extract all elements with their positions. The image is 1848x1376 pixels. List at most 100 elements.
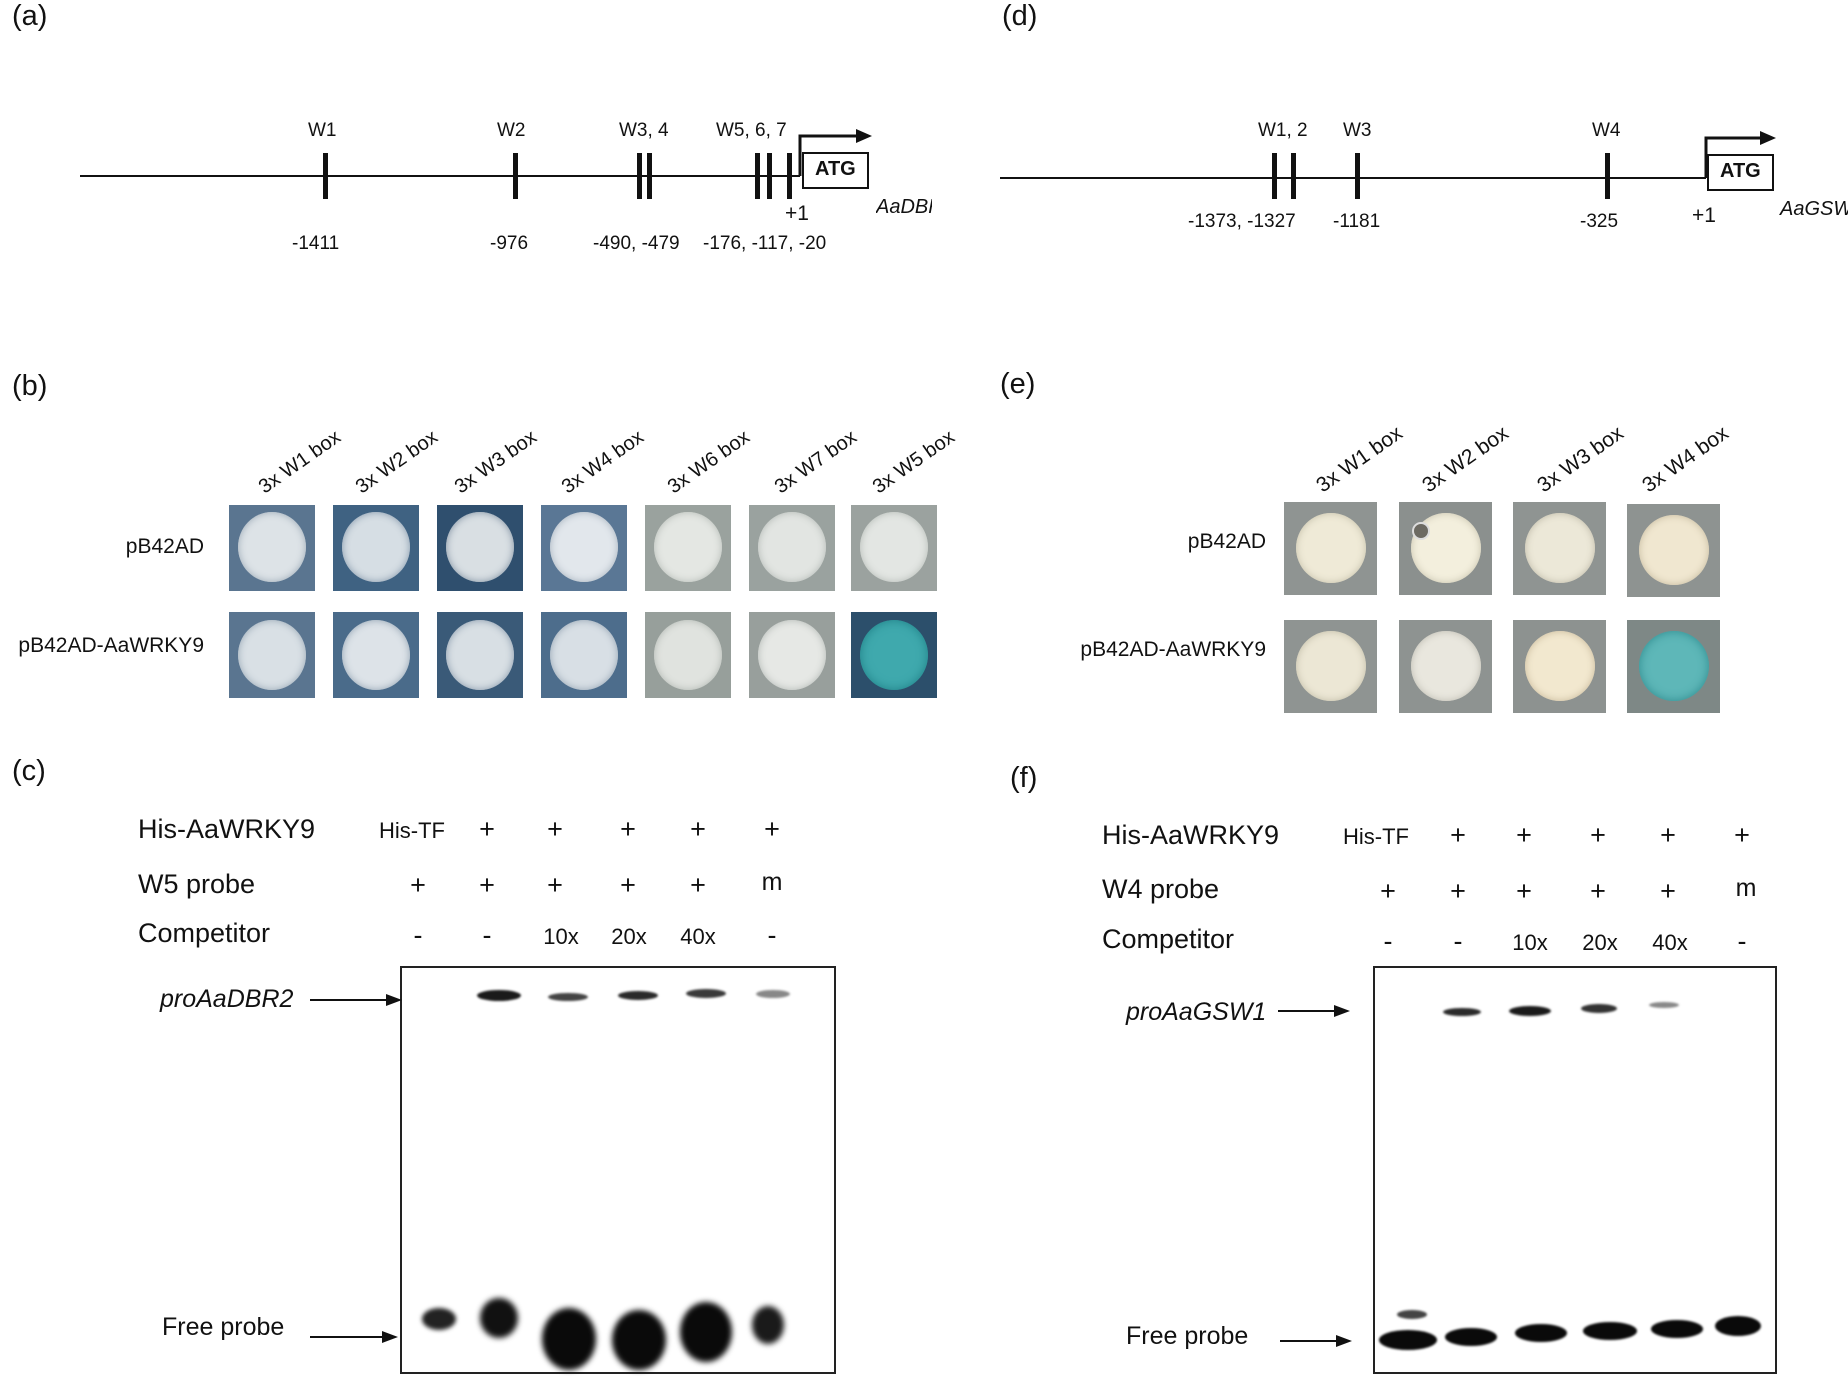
colony [1639,515,1709,585]
site-label-d-w1-2: W1, 2 [1258,120,1308,141]
position-label-1373-1327: -1373, -1327 [1188,211,1296,232]
free-probe-band [752,1306,784,1344]
lane-f-2-probe: + [1450,876,1466,906]
site-mark-w6 [767,153,772,199]
site-label-d-w3: W3 [1343,120,1372,141]
column-label-e-w1: 3x W1 box [1312,421,1407,498]
lane-f-6-probe: m [1735,874,1757,902]
lane-f-1-competitor: - [1383,926,1393,956]
lane-f-3-probe: + [1516,876,1532,906]
gel-f [1373,966,1777,1374]
complex-band [548,993,588,1001]
lane-c-6-protein: + [764,814,780,844]
complex-label-f: proAaGSW1 [1126,998,1267,1026]
plate-b-r2-c2 [333,612,419,698]
lane-c-2-probe: + [479,870,495,900]
plate-b-r2-c1 [229,612,315,698]
bubble [1412,522,1430,540]
column-label-w1: 3x W1 box [254,425,345,499]
colony-positive [1639,631,1709,701]
colony [1525,631,1595,701]
lane-c-5-protein: + [690,814,706,844]
plate-e-r1-c2 [1399,502,1492,595]
gene-label-a: AaDBR2 [876,196,932,218]
panel-label-d: (d) [1002,0,1038,32]
plate-e-r2-c1 [1284,620,1377,713]
column-label-w3: 3x W3 box [450,425,541,499]
plate-e-r1-c3 [1513,502,1606,595]
free-probe-band [1445,1328,1497,1346]
site-mark-w2 [513,153,518,199]
position-label-1411: -1411 [292,233,340,254]
lane-f-5-competitor: 40x [1652,930,1688,955]
lane-c-6-competitor: - [767,920,777,950]
column-label-e-w2: 3x W2 box [1418,421,1513,498]
tss-label-d: +1 [1692,204,1716,227]
free-probe-band [680,1302,732,1362]
colony [446,512,514,582]
complex-arrow-f [1278,1005,1350,1017]
plate-b-r2-c5 [645,612,731,698]
lane-c-2-competitor: - [482,920,492,950]
colony [446,620,514,690]
colony [342,512,410,582]
lane-f-1-probe: + [1380,876,1396,906]
plate-e-r2-c3 [1513,620,1606,713]
free-probe-band [612,1310,666,1370]
site-mark-w1 [323,153,328,199]
site-label-w3-4: W3, 4 [619,120,669,141]
site-label-w5-6-7: W5, 6, 7 [716,120,787,141]
lane-c-1-protein: His-TF [379,818,445,843]
lane-f-4-protein: + [1590,820,1606,850]
lane-c-6-probe: m [761,868,783,896]
free-probe-band [1583,1322,1637,1340]
plate-b-r2-c4 [541,612,627,698]
gel-c [400,966,836,1374]
panel-label-e: (e) [1000,368,1036,400]
free-probe-band [480,1298,518,1338]
colony [550,620,618,690]
complex-band [686,989,726,998]
plate-b-r1-c6 [749,505,835,591]
lane-c-3-probe: + [547,870,563,900]
column-label-w4: 3x W4 box [557,425,648,499]
lane-f-3-competitor: 10x [1512,930,1548,955]
lane-c-5-probe: + [690,870,706,900]
lane-f-6-protein: + [1734,820,1750,850]
complex-band [756,990,790,998]
row-label-pb42ad-aawrky9-e: pB42AD-AaWRKY9 [1080,638,1266,661]
position-label-976: -976 [490,233,529,254]
colony [1296,513,1366,583]
plate-e-r1-c1 [1284,502,1377,595]
lane-f-6-competitor: - [1737,926,1747,956]
site-mark-w4 [647,153,652,199]
row-label-competitor-c: Competitor [138,918,271,948]
row-label-pb42ad-b: pB42AD [125,535,204,558]
row-label-w5-probe: W5 probe [138,869,256,899]
colony-positive [860,620,928,690]
site-label-d-w4: W4 [1592,120,1621,141]
lane-f-1-protein: His-TF [1343,824,1409,849]
row-label-his-aawrky9-c: His-AaWRKY9 [138,814,316,844]
position-label-325: -325 [1580,211,1619,232]
plate-b-r2-c7 [851,612,937,698]
free-probe-label-f: Free probe [1126,1322,1249,1350]
row-label-his-aawrky9-f: His-AaWRKY9 [1102,820,1280,850]
plate-e-r1-c4 [1627,504,1720,597]
free-probe-arrow-f [1280,1335,1352,1347]
site-mark-d-w4 [1605,153,1610,199]
atg-label-d: ATG [1720,160,1761,182]
plate-e-r2-c4 [1627,620,1720,713]
colony [1296,631,1366,701]
lane-c-2-protein: + [479,814,495,844]
site-mark-w5 [755,153,760,199]
lane-f-4-competitor: 20x [1582,930,1618,955]
panel-label-a: (a) [12,0,48,32]
plate-b-r1-c2 [333,505,419,591]
free-probe-band [422,1308,456,1330]
lane-c-5-competitor: 40x [680,924,716,949]
column-label-w7: 3x W7 box [770,425,861,499]
complex-band [1581,1004,1617,1013]
complex-band [1509,1006,1551,1016]
lane-c-1-competitor: - [413,920,423,950]
